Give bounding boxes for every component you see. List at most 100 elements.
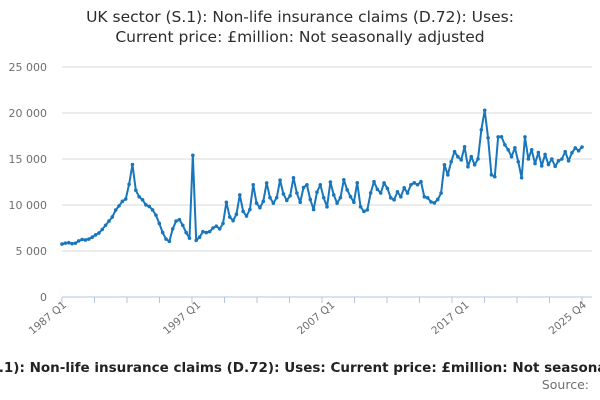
data-point[interactable] [150, 208, 155, 212]
data-point[interactable] [80, 237, 84, 242]
data-point[interactable] [180, 223, 185, 228]
data-point[interactable] [120, 199, 125, 204]
data-point[interactable] [345, 188, 349, 192]
data-point[interactable] [207, 229, 212, 234]
data-point[interactable] [66, 240, 71, 245]
data-point[interactable] [456, 154, 460, 159]
data-point[interactable] [295, 191, 299, 195]
data-point[interactable] [83, 238, 88, 242]
data-point[interactable] [140, 198, 145, 202]
data-point[interactable] [261, 199, 266, 204]
data-point[interactable] [110, 215, 115, 219]
data-point[interactable] [160, 230, 165, 235]
data-point[interactable] [217, 227, 222, 231]
data-point[interactable] [191, 153, 195, 158]
data-point[interactable] [506, 148, 510, 152]
data-point[interactable] [234, 212, 239, 216]
data-point[interactable] [221, 221, 225, 226]
data-point[interactable] [476, 157, 480, 161]
data-point[interactable] [466, 164, 470, 169]
data-point[interactable] [107, 219, 111, 223]
data-point[interactable] [284, 198, 289, 203]
data-point[interactable] [227, 215, 232, 219]
data-point[interactable] [553, 164, 557, 169]
data-point[interactable] [328, 180, 333, 184]
data-point[interactable] [399, 195, 403, 199]
data-point[interactable] [526, 157, 531, 161]
data-point[interactable] [563, 149, 568, 154]
data-point[interactable] [201, 229, 205, 234]
data-point[interactable] [368, 191, 373, 195]
data-point[interactable] [573, 146, 578, 150]
data-point[interactable] [425, 196, 430, 200]
data-point[interactable] [281, 192, 286, 196]
data-point[interactable] [117, 204, 121, 208]
data-point[interactable] [566, 159, 571, 163]
data-point[interactable] [550, 157, 554, 161]
data-point[interactable] [459, 158, 464, 162]
data-point[interactable] [73, 241, 78, 245]
data-point[interactable] [144, 203, 148, 207]
data-point[interactable] [580, 145, 584, 149]
data-point[interactable] [479, 127, 484, 132]
data-point[interactable] [432, 201, 437, 205]
data-point[interactable] [325, 205, 329, 209]
data-series-line[interactable] [61, 109, 583, 246]
data-point[interactable] [187, 236, 192, 240]
data-point[interactable] [486, 135, 490, 140]
data-point[interactable] [570, 150, 574, 155]
data-point[interactable] [298, 200, 302, 205]
data-point[interactable] [311, 207, 316, 212]
data-point[interactable] [492, 174, 497, 179]
data-point[interactable] [238, 193, 242, 197]
data-point[interactable] [385, 186, 390, 191]
data-point[interactable] [157, 221, 162, 226]
data-point[interactable] [174, 219, 178, 223]
data-point[interactable] [274, 195, 279, 200]
data-point[interactable] [435, 197, 440, 202]
data-point[interactable] [70, 241, 74, 246]
data-point[interactable] [395, 189, 400, 194]
data-point[interactable] [63, 241, 68, 245]
data-point[interactable] [241, 209, 245, 214]
data-point[interactable] [103, 223, 108, 228]
data-point[interactable] [134, 188, 138, 193]
data-point[interactable] [291, 175, 296, 180]
data-point[interactable] [392, 198, 396, 202]
data-point[interactable] [422, 195, 427, 199]
data-point[interactable] [513, 145, 517, 150]
data-point[interactable] [449, 159, 453, 164]
data-point[interactable] [405, 191, 410, 195]
data-point[interactable] [154, 213, 158, 217]
data-point[interactable] [382, 181, 386, 185]
data-point[interactable] [496, 135, 500, 139]
data-point[interactable] [472, 163, 477, 167]
data-point[interactable] [204, 230, 209, 235]
data-point[interactable] [170, 227, 175, 231]
data-point[interactable] [137, 195, 141, 199]
data-point[interactable] [321, 195, 326, 200]
data-point[interactable] [388, 196, 393, 200]
data-point[interactable] [197, 235, 202, 239]
data-point[interactable] [365, 208, 370, 212]
data-point[interactable] [164, 237, 168, 241]
data-point[interactable] [251, 182, 256, 187]
data-point[interactable] [576, 148, 581, 153]
data-point[interactable] [338, 195, 343, 200]
data-point[interactable] [402, 186, 406, 190]
data-point[interactable] [301, 185, 306, 190]
data-point[interactable] [375, 187, 380, 192]
data-point[interactable] [516, 159, 521, 164]
data-point[interactable] [211, 226, 215, 230]
data-point[interactable] [489, 173, 494, 177]
data-point[interactable] [523, 135, 527, 139]
data-point[interactable] [378, 191, 383, 195]
data-point[interactable] [415, 182, 420, 187]
data-point[interactable] [335, 201, 339, 205]
data-point[interactable] [147, 204, 152, 209]
data-point[interactable] [177, 217, 182, 222]
data-point[interactable] [560, 157, 564, 161]
data-point[interactable] [97, 231, 101, 235]
data-point[interactable] [529, 148, 534, 152]
data-point[interactable] [429, 200, 433, 204]
